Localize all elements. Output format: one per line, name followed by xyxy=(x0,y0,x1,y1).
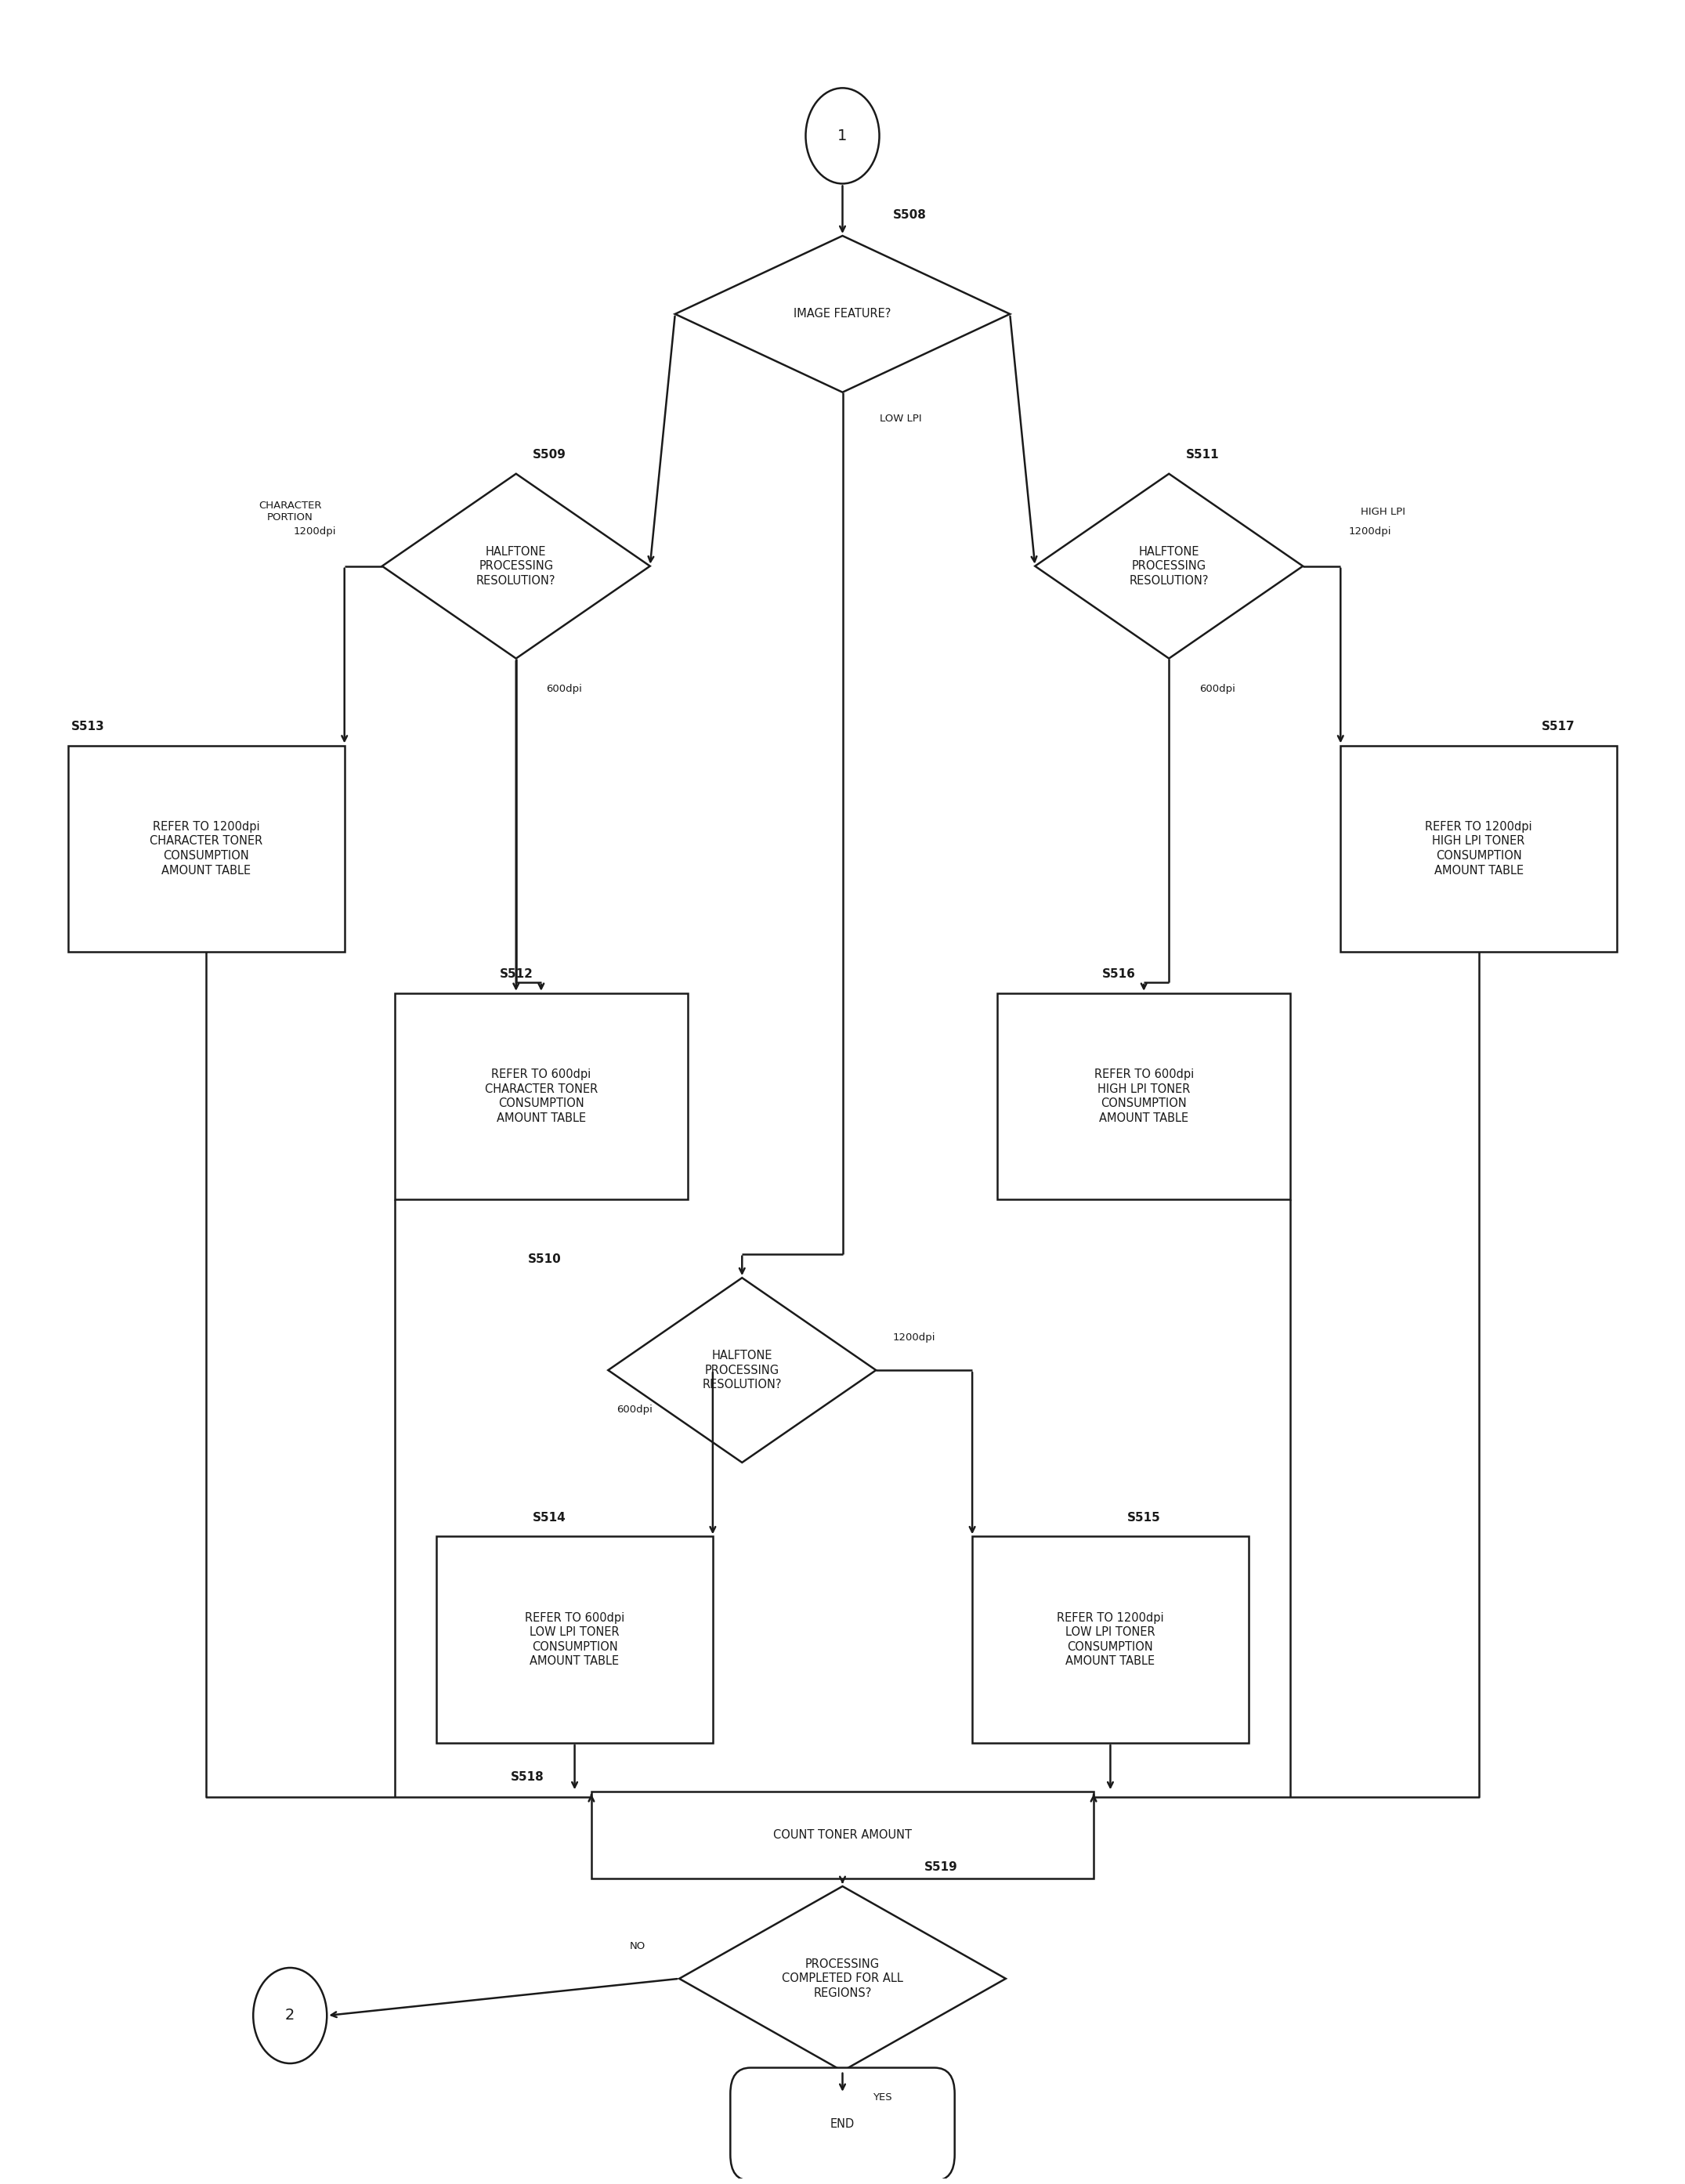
Text: REFER TO 600dpi
CHARACTER TONER
CONSUMPTION
AMOUNT TABLE: REFER TO 600dpi CHARACTER TONER CONSUMPT… xyxy=(485,1068,598,1125)
Polygon shape xyxy=(608,1278,876,1463)
Text: 2: 2 xyxy=(285,2007,295,2022)
Text: S513: S513 xyxy=(71,721,104,732)
Text: 1200dpi: 1200dpi xyxy=(1348,526,1392,537)
Text: LOW LPI: LOW LPI xyxy=(880,413,922,424)
Text: REFER TO 600dpi
HIGH LPI TONER
CONSUMPTION
AMOUNT TABLE: REFER TO 600dpi HIGH LPI TONER CONSUMPTI… xyxy=(1094,1068,1193,1125)
Text: HIGH LPI: HIGH LPI xyxy=(1361,507,1405,518)
Text: S508: S508 xyxy=(893,210,927,221)
Text: PROCESSING
COMPLETED FOR ALL
REGIONS?: PROCESSING COMPLETED FOR ALL REGIONS? xyxy=(782,1959,903,1998)
Polygon shape xyxy=(382,474,650,657)
Bar xyxy=(436,1535,713,1743)
Bar xyxy=(1341,745,1618,952)
Bar xyxy=(591,1791,1094,1878)
Polygon shape xyxy=(1035,474,1303,657)
Bar xyxy=(998,994,1291,1199)
Text: END: END xyxy=(831,2118,854,2129)
Bar xyxy=(67,745,344,952)
Text: S510: S510 xyxy=(527,1254,561,1265)
Text: 1200dpi: 1200dpi xyxy=(893,1332,935,1343)
Text: REFER TO 1200dpi
LOW LPI TONER
CONSUMPTION
AMOUNT TABLE: REFER TO 1200dpi LOW LPI TONER CONSUMPTI… xyxy=(1056,1612,1164,1666)
Text: HALFTONE
PROCESSING
RESOLUTION?: HALFTONE PROCESSING RESOLUTION? xyxy=(703,1350,782,1391)
Text: REFER TO 600dpi
LOW LPI TONER
CONSUMPTION
AMOUNT TABLE: REFER TO 600dpi LOW LPI TONER CONSUMPTIO… xyxy=(524,1612,625,1666)
Polygon shape xyxy=(679,1887,1006,2070)
Bar xyxy=(394,994,687,1199)
Text: COUNT TONER AMOUNT: COUNT TONER AMOUNT xyxy=(773,1830,912,1841)
Polygon shape xyxy=(676,236,1009,393)
Text: S517: S517 xyxy=(1542,721,1575,732)
Text: REFER TO 1200dpi
HIGH LPI TONER
CONSUMPTION
AMOUNT TABLE: REFER TO 1200dpi HIGH LPI TONER CONSUMPT… xyxy=(1426,821,1532,876)
Text: 1200dpi: 1200dpi xyxy=(293,526,337,537)
Text: 600dpi: 600dpi xyxy=(546,684,581,695)
Text: 600dpi: 600dpi xyxy=(617,1404,652,1415)
Bar xyxy=(972,1535,1249,1743)
Text: 1: 1 xyxy=(837,129,848,144)
Text: S516: S516 xyxy=(1102,968,1136,981)
Text: HALFTONE
PROCESSING
RESOLUTION?: HALFTONE PROCESSING RESOLUTION? xyxy=(1129,546,1208,587)
Text: YES: YES xyxy=(873,2092,891,2103)
FancyBboxPatch shape xyxy=(730,2068,955,2182)
Text: S515: S515 xyxy=(1127,1511,1161,1524)
Text: REFER TO 1200dpi
CHARACTER TONER
CONSUMPTION
AMOUNT TABLE: REFER TO 1200dpi CHARACTER TONER CONSUMP… xyxy=(150,821,263,876)
Text: S519: S519 xyxy=(923,1861,957,1874)
Text: S511: S511 xyxy=(1186,450,1218,461)
Text: 600dpi: 600dpi xyxy=(1200,684,1235,695)
Text: S518: S518 xyxy=(511,1771,544,1782)
Text: S514: S514 xyxy=(532,1511,566,1524)
Text: S509: S509 xyxy=(532,450,566,461)
Text: HALFTONE
PROCESSING
RESOLUTION?: HALFTONE PROCESSING RESOLUTION? xyxy=(477,546,556,587)
Text: NO: NO xyxy=(630,1942,645,1950)
Text: CHARACTER
PORTION: CHARACTER PORTION xyxy=(258,500,322,522)
Text: IMAGE FEATURE?: IMAGE FEATURE? xyxy=(794,308,891,319)
Text: S512: S512 xyxy=(499,968,532,981)
